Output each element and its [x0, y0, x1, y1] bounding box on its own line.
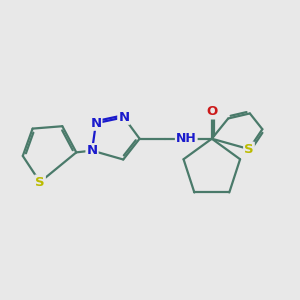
Text: S: S: [35, 176, 45, 189]
Text: N: N: [90, 117, 101, 130]
Text: S: S: [244, 142, 254, 156]
Text: N: N: [118, 111, 129, 124]
Text: N: N: [86, 144, 98, 157]
Text: O: O: [206, 106, 218, 118]
Text: NH: NH: [176, 132, 196, 145]
